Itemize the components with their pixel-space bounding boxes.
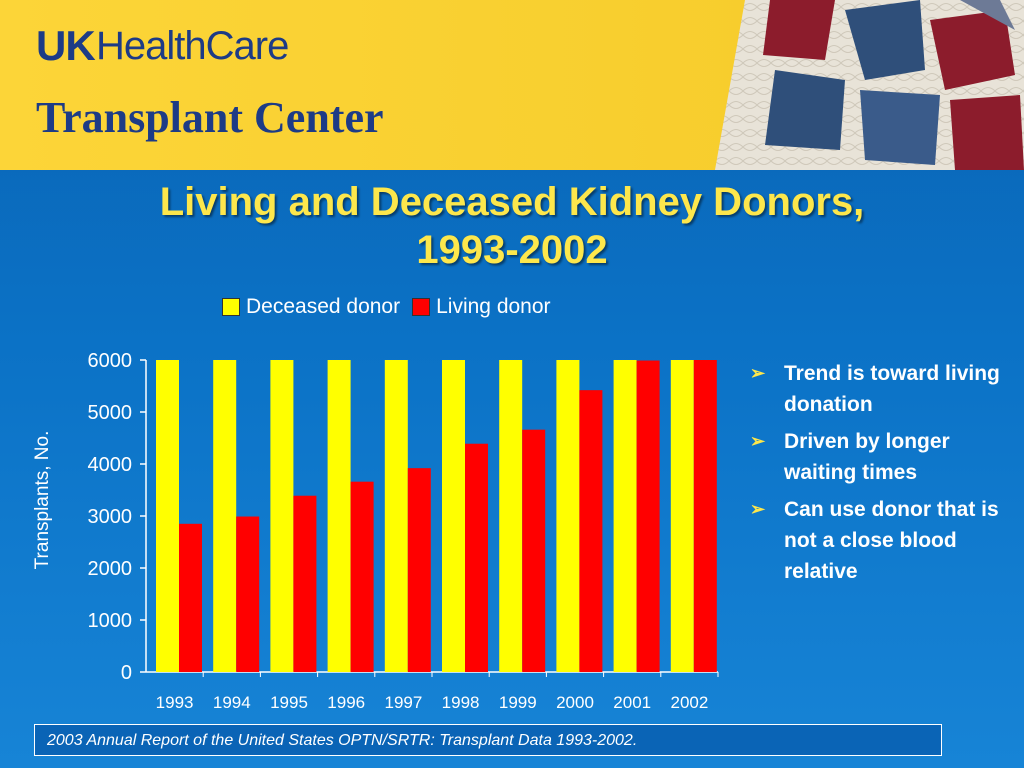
legend-swatch-deceased	[222, 298, 240, 316]
uk-logo: UK	[36, 22, 96, 69]
y-tick-label: 4000	[88, 454, 133, 476]
bullet-list: ➢ Trend is toward living donation ➢ Driv…	[748, 358, 1010, 593]
x-tick-label: 1995	[270, 693, 308, 712]
y-tick-label: 5000	[88, 402, 133, 424]
bar-living	[407, 468, 431, 672]
x-tick-label: 2000	[556, 693, 594, 712]
x-tick-label: 1996	[327, 693, 365, 712]
arrow-bullet-icon: ➢	[750, 363, 766, 383]
chart-legend: Deceased donor Living donor	[222, 294, 563, 320]
y-tick-label: 0	[121, 662, 132, 684]
legend-label-deceased: Deceased donor	[246, 295, 401, 318]
bar-deceased	[556, 360, 580, 672]
bar-living	[636, 360, 660, 672]
x-tick-label: 1998	[442, 693, 480, 712]
x-tick-label: 1997	[384, 693, 422, 712]
header-banner: UK HealthCare Transplant Center	[0, 0, 1024, 170]
arrow-bullet-icon: ➢	[750, 499, 766, 519]
slide-title-line2: 1993-2002	[416, 228, 608, 272]
slide-title-line1: Living and Deceased Kidney Donors,	[159, 180, 865, 224]
bar-living	[465, 443, 488, 672]
bullet-item: ➢ Trend is toward living donation	[748, 358, 1010, 420]
bar-deceased	[327, 360, 351, 672]
transplant-center-title: Transplant Center	[36, 93, 384, 142]
bar-living	[579, 390, 603, 672]
x-tick-label: 2001	[613, 693, 651, 712]
bullet-text: Trend is toward living donation	[784, 362, 1000, 416]
y-tick-label: 3000	[88, 506, 133, 528]
y-tick-label: 1000	[88, 610, 133, 632]
bullet-text: Can use donor that is not a close blood …	[784, 498, 999, 583]
bar-deceased	[384, 360, 408, 672]
legend-item-deceased: Deceased donor	[222, 295, 400, 319]
bar-deceased	[499, 360, 523, 672]
bullet-item: ➢ Driven by longer waiting times	[748, 426, 1010, 488]
slide-title: Living and Deceased Kidney Donors, 1993-…	[0, 178, 1024, 274]
y-tick-label: 2000	[88, 558, 133, 580]
bar-living	[522, 429, 546, 672]
bar-living	[693, 360, 717, 672]
legend-swatch-living	[412, 298, 431, 316]
bar-living	[236, 516, 260, 672]
bar-deceased	[442, 360, 465, 672]
x-tick-label: 1999	[499, 693, 537, 712]
x-tick-label: 1994	[213, 693, 251, 712]
bar-deceased	[270, 360, 294, 672]
bar-deceased	[213, 360, 237, 672]
bar-living	[293, 495, 317, 672]
quilt-image	[715, 0, 1024, 170]
x-tick-label: 1993	[156, 693, 194, 712]
healthcare-logo-text: HealthCare	[96, 24, 289, 68]
bar-living	[350, 481, 374, 672]
bullet-item: ➢ Can use donor that is not a close bloo…	[748, 494, 1010, 587]
bullet-text: Driven by longer waiting times	[784, 430, 950, 484]
x-tick-label: 2002	[670, 693, 708, 712]
bar-living	[179, 523, 202, 672]
bar-deceased	[156, 360, 179, 672]
y-tick-label: 6000	[88, 350, 133, 372]
bar-deceased	[670, 360, 694, 672]
bar-deceased	[613, 360, 637, 672]
legend-item-living: Living donor	[412, 295, 551, 319]
legend-label-living: Living donor	[436, 295, 551, 318]
source-footnote: 2003 Annual Report of the United States …	[34, 724, 942, 756]
arrow-bullet-icon: ➢	[750, 431, 766, 451]
